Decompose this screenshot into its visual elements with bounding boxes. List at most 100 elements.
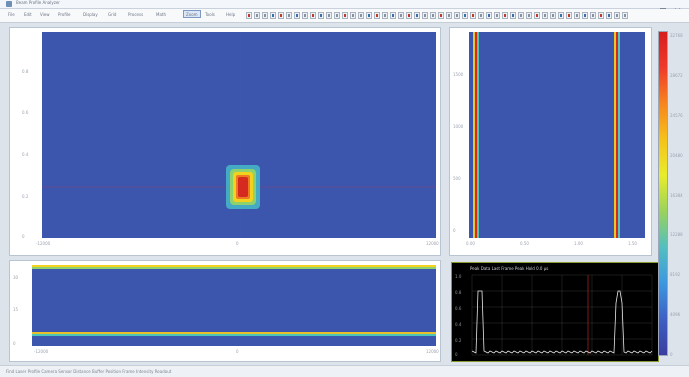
toolbar-button[interactable] xyxy=(446,12,452,19)
toolbar-button[interactable] xyxy=(334,12,340,19)
toolbar-button[interactable] xyxy=(414,12,420,19)
toolbar-button[interactable] xyxy=(326,12,332,19)
toolbar-button[interactable] xyxy=(270,12,276,19)
toolbar-button[interactable] xyxy=(486,12,492,19)
toolbar-icon xyxy=(272,14,274,17)
toolbar-button[interactable] xyxy=(510,12,516,19)
side-x-tick: 1.50 xyxy=(628,241,637,246)
maximize-button[interactable] xyxy=(656,0,670,14)
bottom-x-tick: 0 xyxy=(236,349,239,354)
toolbar-icon xyxy=(248,14,250,17)
toolbar-button[interactable] xyxy=(398,12,404,19)
menu-item-zoom[interactable]: Zoom xyxy=(183,10,201,18)
toolbar-icon xyxy=(376,14,378,17)
status-text: Find Laser Profile Camera Sensor Distanc… xyxy=(6,369,172,374)
window-title: Beam Profile Analyzer xyxy=(16,0,60,5)
toolbar-icon xyxy=(568,14,570,17)
menu-item-help[interactable]: Help xyxy=(226,12,236,17)
menu-item-profile[interactable]: Profile xyxy=(58,12,71,17)
toolbar-button[interactable] xyxy=(286,12,292,19)
bottom-profile-plot[interactable] xyxy=(32,265,436,346)
toolbar-button[interactable] xyxy=(470,12,476,19)
toolbar-button[interactable] xyxy=(502,12,508,19)
menu-item-display[interactable]: Display xyxy=(83,12,98,17)
toolbar-button[interactable] xyxy=(390,12,396,19)
toolbar-button[interactable] xyxy=(350,12,356,19)
toolbar-icon xyxy=(592,14,594,17)
toolbar-button[interactable] xyxy=(342,12,348,19)
toolbar-button[interactable] xyxy=(422,12,428,19)
toolbar-icon xyxy=(496,14,498,17)
toolbar-button[interactable] xyxy=(382,12,388,19)
side-x-tick: 0.50 xyxy=(520,241,529,246)
toolbar-icon xyxy=(472,14,474,17)
toolbar-button[interactable] xyxy=(526,12,532,19)
minimize-button[interactable] xyxy=(641,0,655,13)
toolbar-button[interactable] xyxy=(454,12,460,19)
toolbar-button[interactable] xyxy=(294,12,300,19)
side-profile-plot[interactable] xyxy=(469,32,645,238)
toolbar-button[interactable] xyxy=(542,12,548,19)
toolbar-button[interactable] xyxy=(598,12,604,19)
bottom-x-tick: -12000 xyxy=(34,349,49,354)
toolbar-button[interactable] xyxy=(558,12,564,19)
toolbar-button[interactable] xyxy=(574,12,580,19)
trace-y-tick: 0.4 xyxy=(455,322,462,327)
color-scale-label: 8192 xyxy=(670,272,681,278)
color-scale-label: 16384 xyxy=(670,192,683,198)
menu-item-grid[interactable]: Grid xyxy=(108,12,117,17)
main-x-tick: 0 xyxy=(236,241,239,246)
toolbar-button[interactable] xyxy=(246,12,252,19)
toolbar-icon xyxy=(392,14,394,17)
toolbar-icon xyxy=(352,14,354,17)
trace-y-tick: 0.6 xyxy=(455,306,462,311)
toolbar-button[interactable] xyxy=(614,12,620,19)
toolbar-button[interactable] xyxy=(374,12,380,19)
menu-item-edit[interactable]: Edit xyxy=(24,12,32,17)
color-scale-label: 0 xyxy=(670,352,673,357)
toolbar-button[interactable] xyxy=(534,12,540,19)
toolbar-button[interactable] xyxy=(310,12,316,19)
toolbar-button[interactable] xyxy=(518,12,524,19)
toolbar-button[interactable] xyxy=(430,12,436,19)
toolbar-button[interactable] xyxy=(462,12,468,19)
toolbar-icon xyxy=(368,14,370,17)
side-y-tick: 500 xyxy=(453,176,461,181)
toolbar-button[interactable] xyxy=(606,12,612,19)
toolbar-button[interactable] xyxy=(318,12,324,19)
toolbar-button[interactable] xyxy=(366,12,372,19)
trace-pane[interactable]: Peak Data Last Frame Peak Hold 0.0 µs 1.… xyxy=(451,262,659,362)
main-profile-plot[interactable] xyxy=(42,32,436,238)
toolbar-button[interactable] xyxy=(566,12,572,19)
toolbar-button[interactable] xyxy=(550,12,556,19)
toolbar-button[interactable] xyxy=(302,12,308,19)
toolbar-button[interactable] xyxy=(406,12,412,19)
main-x-tick: -12000 xyxy=(36,241,51,246)
toolbar-button[interactable] xyxy=(478,12,484,19)
toolbar-icon xyxy=(520,14,522,17)
toolbar-icon xyxy=(328,14,330,17)
menu-item-file[interactable]: File xyxy=(8,12,15,17)
menu-item-process[interactable]: Process xyxy=(128,12,144,17)
menu-item-tools[interactable]: Tools xyxy=(205,12,215,17)
toolbar-icon xyxy=(448,14,450,17)
toolbar-button[interactable] xyxy=(254,12,260,19)
toolbar-icon xyxy=(576,14,578,17)
toolbar-button[interactable] xyxy=(438,12,444,19)
side-y-tick: 1500 xyxy=(453,72,464,77)
toolbar-button[interactable] xyxy=(622,12,628,19)
menu-item-math[interactable]: Math xyxy=(156,12,167,17)
bottom-x-tick: 12000 xyxy=(426,349,439,354)
toolbar-button[interactable] xyxy=(494,12,500,19)
menu-item-view[interactable]: View xyxy=(40,12,50,17)
toolbar-icon xyxy=(336,14,338,17)
toolbar-button[interactable] xyxy=(262,12,268,19)
close-button[interactable] xyxy=(671,0,685,14)
toolbar-icon xyxy=(480,14,482,17)
trace-header: Peak Data Last Frame Peak Hold 0.0 µs xyxy=(470,266,549,271)
toolbar-button[interactable] xyxy=(582,12,588,19)
toolbar-button[interactable] xyxy=(590,12,596,19)
toolbar-button[interactable] xyxy=(358,12,364,19)
toolbar-icon xyxy=(536,14,538,17)
toolbar-button[interactable] xyxy=(278,12,284,19)
